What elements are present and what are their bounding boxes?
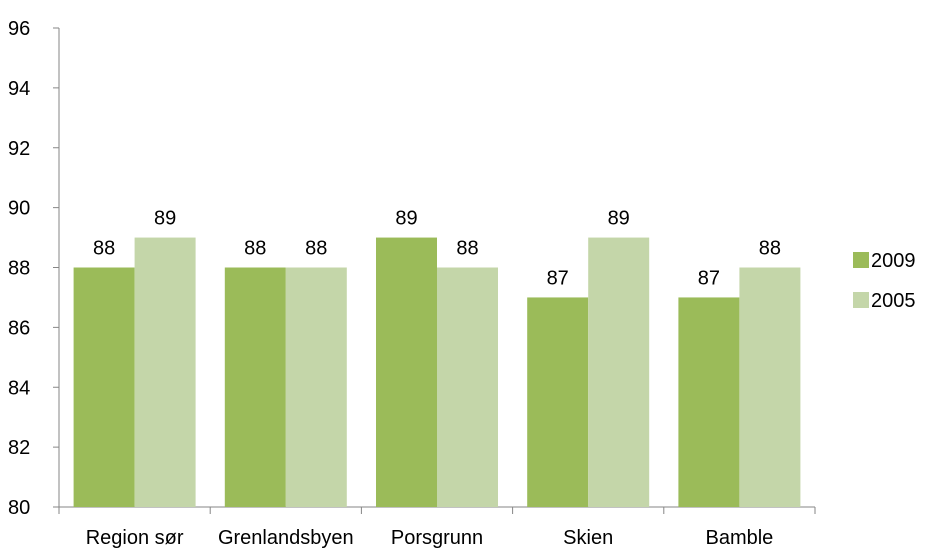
data-label-2009-1: 88 xyxy=(93,238,115,260)
bar-2009-2 xyxy=(224,267,286,507)
x-category-label: Bamble xyxy=(705,527,773,549)
data-labels: 88 89 88 88 89 88 87 89 87 88 xyxy=(93,208,781,290)
x-category-label: Grenlandsbyen xyxy=(218,527,354,549)
data-label-2005-4: 89 xyxy=(608,208,630,230)
data-label-2005-2: 88 xyxy=(305,238,327,260)
bar-2009-4 xyxy=(527,297,589,507)
x-category-label: Porsgrunn xyxy=(391,527,483,549)
bars xyxy=(73,237,801,507)
bar-2009-5 xyxy=(678,297,740,507)
y-tick-label: 94 xyxy=(8,78,30,100)
y-tick-label: 84 xyxy=(8,377,30,399)
y-tick-label: 96 xyxy=(8,18,30,40)
data-label-2005-3: 88 xyxy=(456,238,478,260)
bar-2005-3 xyxy=(437,267,498,507)
bar-2005-2 xyxy=(285,267,347,507)
bar-2005-4 xyxy=(588,237,650,507)
y-tick-label: 82 xyxy=(8,437,30,459)
y-tick-label: 92 xyxy=(8,138,30,160)
legend-label-2005: 2005 xyxy=(871,290,916,312)
x-category-label: Region sør xyxy=(86,527,184,549)
data-label-2009-5: 87 xyxy=(698,267,720,289)
y-axis: 80 82 84 86 88 90 92 94 96 xyxy=(8,18,60,519)
y-tick-label: 86 xyxy=(8,317,30,339)
legend-swatch-2009 xyxy=(853,252,869,268)
data-label-2005-5: 88 xyxy=(759,238,781,260)
data-label-2009-3: 89 xyxy=(395,208,417,230)
data-label-2009-4: 87 xyxy=(547,267,569,289)
y-tick-label: 88 xyxy=(8,258,30,280)
y-tick-label: 90 xyxy=(8,198,30,220)
legend-swatch-2005 xyxy=(853,292,869,308)
legend-label-2009: 2009 xyxy=(871,250,916,272)
data-label-2005-1: 89 xyxy=(154,208,176,230)
y-tick-label: 80 xyxy=(8,497,30,519)
legend: 2009 2005 xyxy=(853,250,916,312)
x-category-label: Skien xyxy=(563,527,613,549)
bar-2005-1 xyxy=(134,237,196,507)
x-axis: Region sør Grenlandsbyen Porsgrunn Skien Bam… xyxy=(58,506,816,549)
bar-2009-3 xyxy=(376,237,437,507)
data-label-2009-2: 88 xyxy=(244,238,266,260)
bar-2005-5 xyxy=(739,267,801,507)
bar-2009-1 xyxy=(73,267,135,507)
